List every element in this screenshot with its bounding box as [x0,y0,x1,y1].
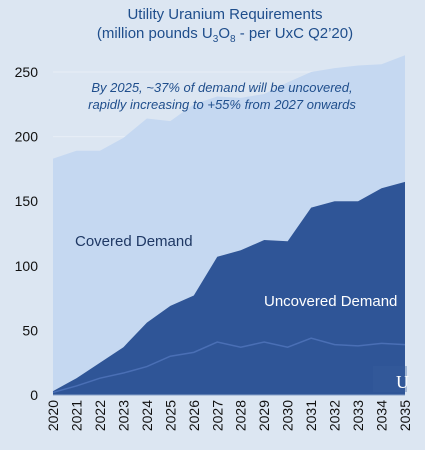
x-tick-label: 2032 [327,400,343,431]
x-tick-label: 2034 [374,400,390,431]
y-tick-label: 200 [15,129,39,145]
subtitle-sub1: 3 [213,34,219,45]
annotation-line-1: By 2025, ~37% of demand will be uncovere… [91,80,352,95]
x-tick-label: 2029 [256,400,272,431]
x-tick-label: 2023 [115,400,131,431]
inner-demand-line [52,337,406,394]
subtitle-prefix: (million pounds U [97,25,213,42]
x-tick-label: 2020 [45,400,61,431]
x-tick-label: 2030 [280,400,296,431]
x-tick-label: 2024 [139,400,155,431]
chart-title: Utility Uranium Requirements [127,6,322,23]
x-tick-label: 2026 [186,400,202,431]
x-tick-label: 2031 [303,400,319,431]
y-tick-label: 50 [22,322,38,338]
x-tick-label: 2022 [92,400,108,431]
y-tick-label: 100 [15,258,39,274]
chart-subtitle: (million pounds U3O8 - per UxC Q2’20) [97,25,353,45]
y-tick-label: 150 [15,193,39,209]
x-tick-label: 2035 [397,400,413,431]
y-tick-label: 250 [15,64,39,80]
covered-demand-area [53,55,405,392]
annotation-line-2: rapidly increasing to +55% from 2027 onw… [88,97,356,112]
x-tick-label: 2025 [162,400,178,431]
logo-background [373,366,407,392]
x-tick-label: 2021 [68,400,84,431]
x-tick-label: 2033 [350,400,366,431]
logo-mark: U [396,372,409,392]
uncovered-demand-label: Uncovered Demand [264,293,397,310]
x-tick-label: 2028 [233,400,249,431]
uncovered-demand-area [53,181,405,395]
covered-demand-label: Covered Demand [75,233,193,250]
subtitle-mid: O [218,25,230,42]
subtitle-sub2: 8 [230,34,236,45]
logo: U [373,366,409,392]
plot-area: 0 50 100 150 200 250 2020 2021 2022 2023 2024 2025 2… [15,55,413,431]
y-tick-label: 0 [30,387,38,403]
x-tick-label: 2027 [209,400,225,431]
subtitle-suffix: - per UxC Q2’20) [236,25,354,42]
